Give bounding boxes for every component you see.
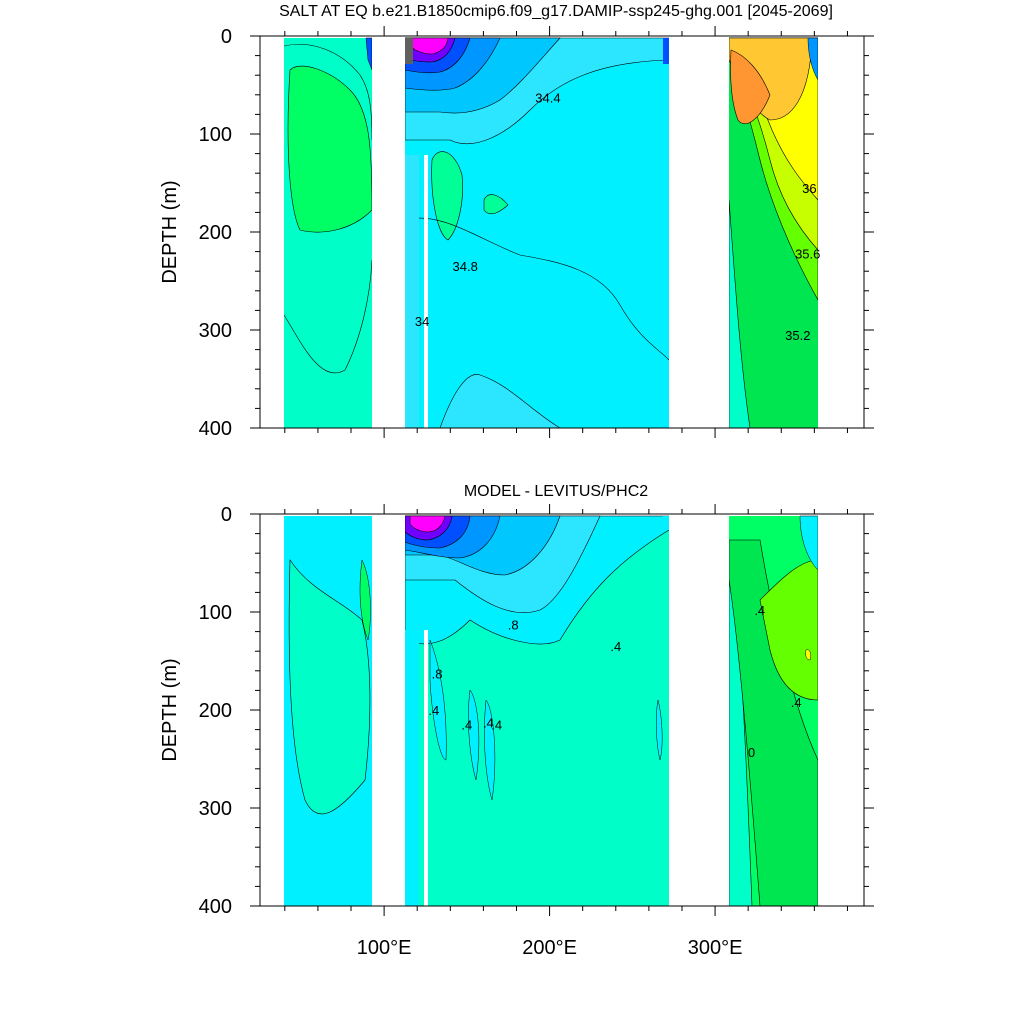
top-pacific-layer-6 xyxy=(409,37,449,55)
top-pacific-east-edge xyxy=(663,38,669,64)
bot-contour-label: .4 xyxy=(483,716,494,731)
top-y-axis: 0 100 200 300 400 xyxy=(199,26,874,440)
bot-pacific-white-gap xyxy=(424,630,428,906)
bottom-y-axis: 0 100 200 300 400 xyxy=(199,504,874,918)
top-indian-upper-contour xyxy=(283,44,373,141)
top-y-tick-label: 300 xyxy=(199,320,232,342)
bot-atlantic-light-green xyxy=(759,559,819,701)
top-pacific-green-lens xyxy=(431,151,463,241)
top-atlantic-warm-5 xyxy=(730,49,771,125)
bot-pacific-fresh-column xyxy=(405,630,419,906)
bottom-panel: MODEL - LEVITUS/PHC2 xyxy=(159,483,874,959)
bot-contour-label: .4 xyxy=(754,603,765,618)
bottom-y-axis-label: DEPTH (m) xyxy=(159,658,181,761)
top-contour-label: 35.2 xyxy=(785,328,810,343)
bot-land-gap-3 xyxy=(818,514,864,906)
top-land-gap-2 xyxy=(669,36,729,428)
bot-contour-label: .4 xyxy=(461,718,472,733)
top-pacific-gray-patch xyxy=(405,38,413,64)
bot-land-gap-0 xyxy=(260,514,284,906)
bot-land-gap-1 xyxy=(372,514,405,906)
top-pacific-white-gap xyxy=(424,155,428,428)
top-pacific-deep-tongue xyxy=(439,374,561,428)
bot-y-tick-label: 0 xyxy=(221,504,232,526)
top-atlantic-cyan-edge xyxy=(728,199,751,428)
top-y-tick-label: 400 xyxy=(199,418,232,440)
bot-x-tick-label: 300°E xyxy=(688,937,743,959)
bot-pacific-tongue-1 xyxy=(429,639,447,761)
top-panel: SALT AT EQ b.e21.B1850cmip6.f09_g17.DAMI… xyxy=(159,3,874,440)
bot-pacific-east-edge xyxy=(663,516,669,530)
top-contour-labels: 34.4 34.8 34 36 35.6 35.2 xyxy=(415,91,820,343)
bot-y-tick-label: 200 xyxy=(199,700,232,722)
top-land-gap-3 xyxy=(818,36,864,428)
bot-indian-green-lens xyxy=(288,559,371,814)
top-y-axis-label: DEPTH (m) xyxy=(159,180,181,283)
top-contour-label: 34.8 xyxy=(453,259,478,274)
bot-pacific-tongue-2 xyxy=(468,689,480,781)
bot-contour-label: .8 xyxy=(432,667,443,682)
bottom-contour-field xyxy=(284,515,819,906)
bot-contour-label: .8 xyxy=(508,618,519,633)
top-contour-label: 36 xyxy=(802,181,816,196)
top-pacific-green-lens-small xyxy=(483,194,509,215)
bot-pacific-tongue-4 xyxy=(656,699,663,761)
bot-y-tick-label: 300 xyxy=(199,798,232,820)
bot-contour-label: 0 xyxy=(748,745,755,760)
top-x-axis xyxy=(284,26,848,438)
bot-contour-label: .4 xyxy=(491,718,502,733)
bot-contour-label: .4 xyxy=(610,639,621,654)
top-y-tick-label: 100 xyxy=(199,124,232,146)
bot-x-tick-label: 200°E xyxy=(522,937,577,959)
bot-land-gap-2 xyxy=(669,514,729,906)
top-land-gap-1 xyxy=(372,36,405,428)
top-contour-label: 35.6 xyxy=(795,246,820,261)
bot-indian-green-core xyxy=(359,559,371,641)
bot-contour-label: .4 xyxy=(791,695,802,710)
bot-pacific-layer-7 xyxy=(409,515,446,533)
bot-x-tick-label: 100°E xyxy=(357,937,412,959)
bot-pacific-tongue-3 xyxy=(484,699,496,801)
top-contour-field xyxy=(283,37,819,428)
top-panel-title: SALT AT EQ b.e21.B1850cmip6.f09_g17.DAMI… xyxy=(279,3,833,20)
bot-contour-label: .4 xyxy=(428,703,439,718)
top-y-tick-label: 200 xyxy=(199,222,232,244)
top-indian-lower-contour xyxy=(283,259,373,374)
bottom-contour-labels: .8.4.8.4.4.4.4.4.40 xyxy=(428,603,801,760)
top-pacific-fresh-column xyxy=(405,155,419,428)
top-indian-green-core xyxy=(287,65,373,233)
bot-y-tick-label: 400 xyxy=(199,896,232,918)
top-y-tick-label: 0 xyxy=(221,26,232,48)
top-contour-label: 34 xyxy=(415,314,429,329)
top-pacific-deep-band xyxy=(404,217,670,361)
top-contour-label: 34.4 xyxy=(535,91,560,106)
bot-y-tick-label: 100 xyxy=(199,602,232,624)
bot-atlantic-yellow-spot xyxy=(805,649,812,661)
bottom-x-axis: 100°E 200°E 300°E xyxy=(284,504,848,959)
top-land-gap-0 xyxy=(260,36,284,428)
bottom-panel-title: MODEL - LEVITUS/PHC2 xyxy=(464,483,648,500)
